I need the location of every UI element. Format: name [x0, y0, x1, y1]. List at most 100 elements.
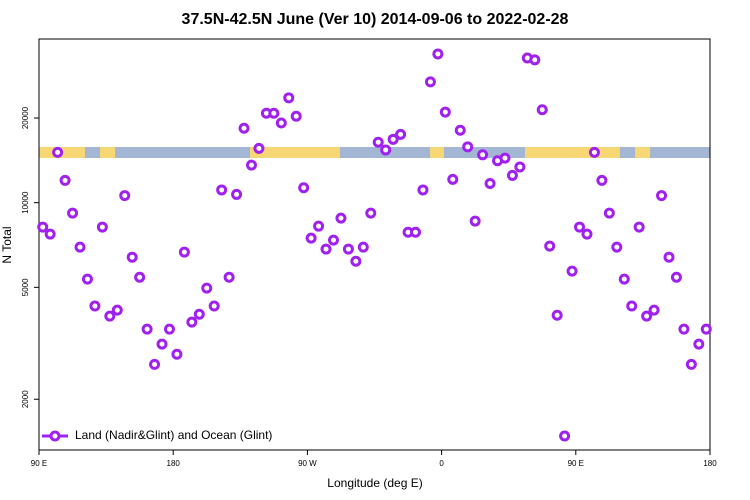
data-point: [551, 309, 563, 321]
data-point: [163, 323, 175, 335]
plot-frame: [38, 38, 711, 451]
data-point: [342, 243, 354, 255]
data-point: [37, 221, 49, 233]
data-point: [462, 141, 474, 153]
data-point: [149, 358, 161, 370]
data-point: [283, 92, 295, 104]
data-point: [216, 184, 228, 196]
x-tick-label: 180: [703, 459, 717, 468]
data-point: [67, 207, 79, 219]
data-point: [700, 323, 712, 335]
data-point: [52, 146, 64, 158]
data-point: [618, 273, 630, 285]
data-point: [298, 182, 310, 194]
data-point: [559, 430, 571, 442]
data-point: [439, 106, 451, 118]
data-point: [59, 174, 71, 186]
y-axis-label: N Total: [0, 226, 14, 263]
data-point: [611, 241, 623, 253]
land-ocean-band: [39, 147, 710, 158]
data-point: [156, 338, 168, 350]
land-band: [430, 147, 444, 158]
data-point: [350, 255, 362, 267]
data-point: [454, 124, 466, 136]
data-point: [499, 152, 511, 164]
data-point: [424, 76, 436, 88]
data-point: [104, 310, 116, 322]
data-point: [514, 161, 526, 173]
data-point: [268, 107, 280, 119]
data-point: [141, 323, 153, 335]
data-point: [581, 228, 593, 240]
data-point: [380, 144, 392, 156]
data-point: [536, 104, 548, 116]
land-band: [100, 147, 115, 158]
data-point: [275, 117, 287, 129]
data-point: [74, 241, 86, 253]
data-point: [477, 149, 489, 161]
y-tick-label: 10000: [21, 191, 30, 214]
data-point: [335, 212, 347, 224]
data-point: [193, 308, 205, 320]
x-tick-label: 90 W: [298, 459, 317, 468]
data-point: [633, 221, 645, 233]
data-point: [395, 128, 407, 140]
data-point: [663, 251, 675, 263]
data-point: [685, 358, 697, 370]
data-point: [231, 188, 243, 200]
y-tick-label: 2000: [21, 390, 30, 408]
land-band: [635, 147, 650, 158]
data-point: [529, 54, 541, 66]
data-point: [134, 271, 146, 283]
data-point: [648, 304, 660, 316]
data-point: [469, 215, 481, 227]
data-point: [111, 304, 123, 316]
data-point: [588, 146, 600, 158]
data-point: [305, 232, 317, 244]
data-point: [641, 310, 653, 322]
data-point: [432, 48, 444, 60]
data-point: [596, 174, 608, 186]
data-point: [417, 184, 429, 196]
x-axis-label: Longitude (deg E): [327, 476, 422, 490]
legend-marker: [49, 430, 61, 442]
data-point: [327, 234, 339, 246]
data-point: [320, 243, 332, 255]
data-point: [566, 265, 578, 277]
data-point: [447, 173, 459, 185]
data-point: [290, 110, 302, 122]
data-point: [313, 220, 325, 232]
data-point: [372, 136, 384, 148]
data-point: [678, 323, 690, 335]
data-point: [693, 338, 705, 350]
data-point: [238, 122, 250, 134]
data-point: [357, 241, 369, 253]
x-tick-label: 0: [439, 459, 444, 468]
data-point: [365, 207, 377, 219]
data-point: [126, 251, 138, 263]
chart-title: 37.5N-42.5N June (Ver 10) 2014-09-06 to …: [182, 11, 569, 28]
data-point: [506, 169, 518, 181]
x-tick-label: 180: [167, 459, 181, 468]
land-band: [250, 147, 340, 158]
data-point: [574, 221, 586, 233]
data-point: [201, 282, 213, 294]
data-point: [656, 190, 668, 202]
ocean-band: [39, 147, 710, 158]
data-point: [387, 133, 399, 145]
data-point: [119, 190, 131, 202]
legend-label: Land (Nadir&Glint) and Ocean (Glint): [75, 428, 272, 442]
data-point: [186, 316, 198, 328]
data-point: [245, 159, 257, 171]
data-point: [670, 271, 682, 283]
x-tick-label: 90 E: [568, 459, 584, 468]
data-point: [44, 228, 56, 240]
data-point: [253, 142, 265, 154]
data-point: [81, 273, 93, 285]
data-point: [603, 207, 615, 219]
data-point: [178, 246, 190, 258]
x-tick-label: 90 E: [31, 459, 47, 468]
y-tick-label: 5000: [21, 278, 30, 296]
data-point: [544, 240, 556, 252]
